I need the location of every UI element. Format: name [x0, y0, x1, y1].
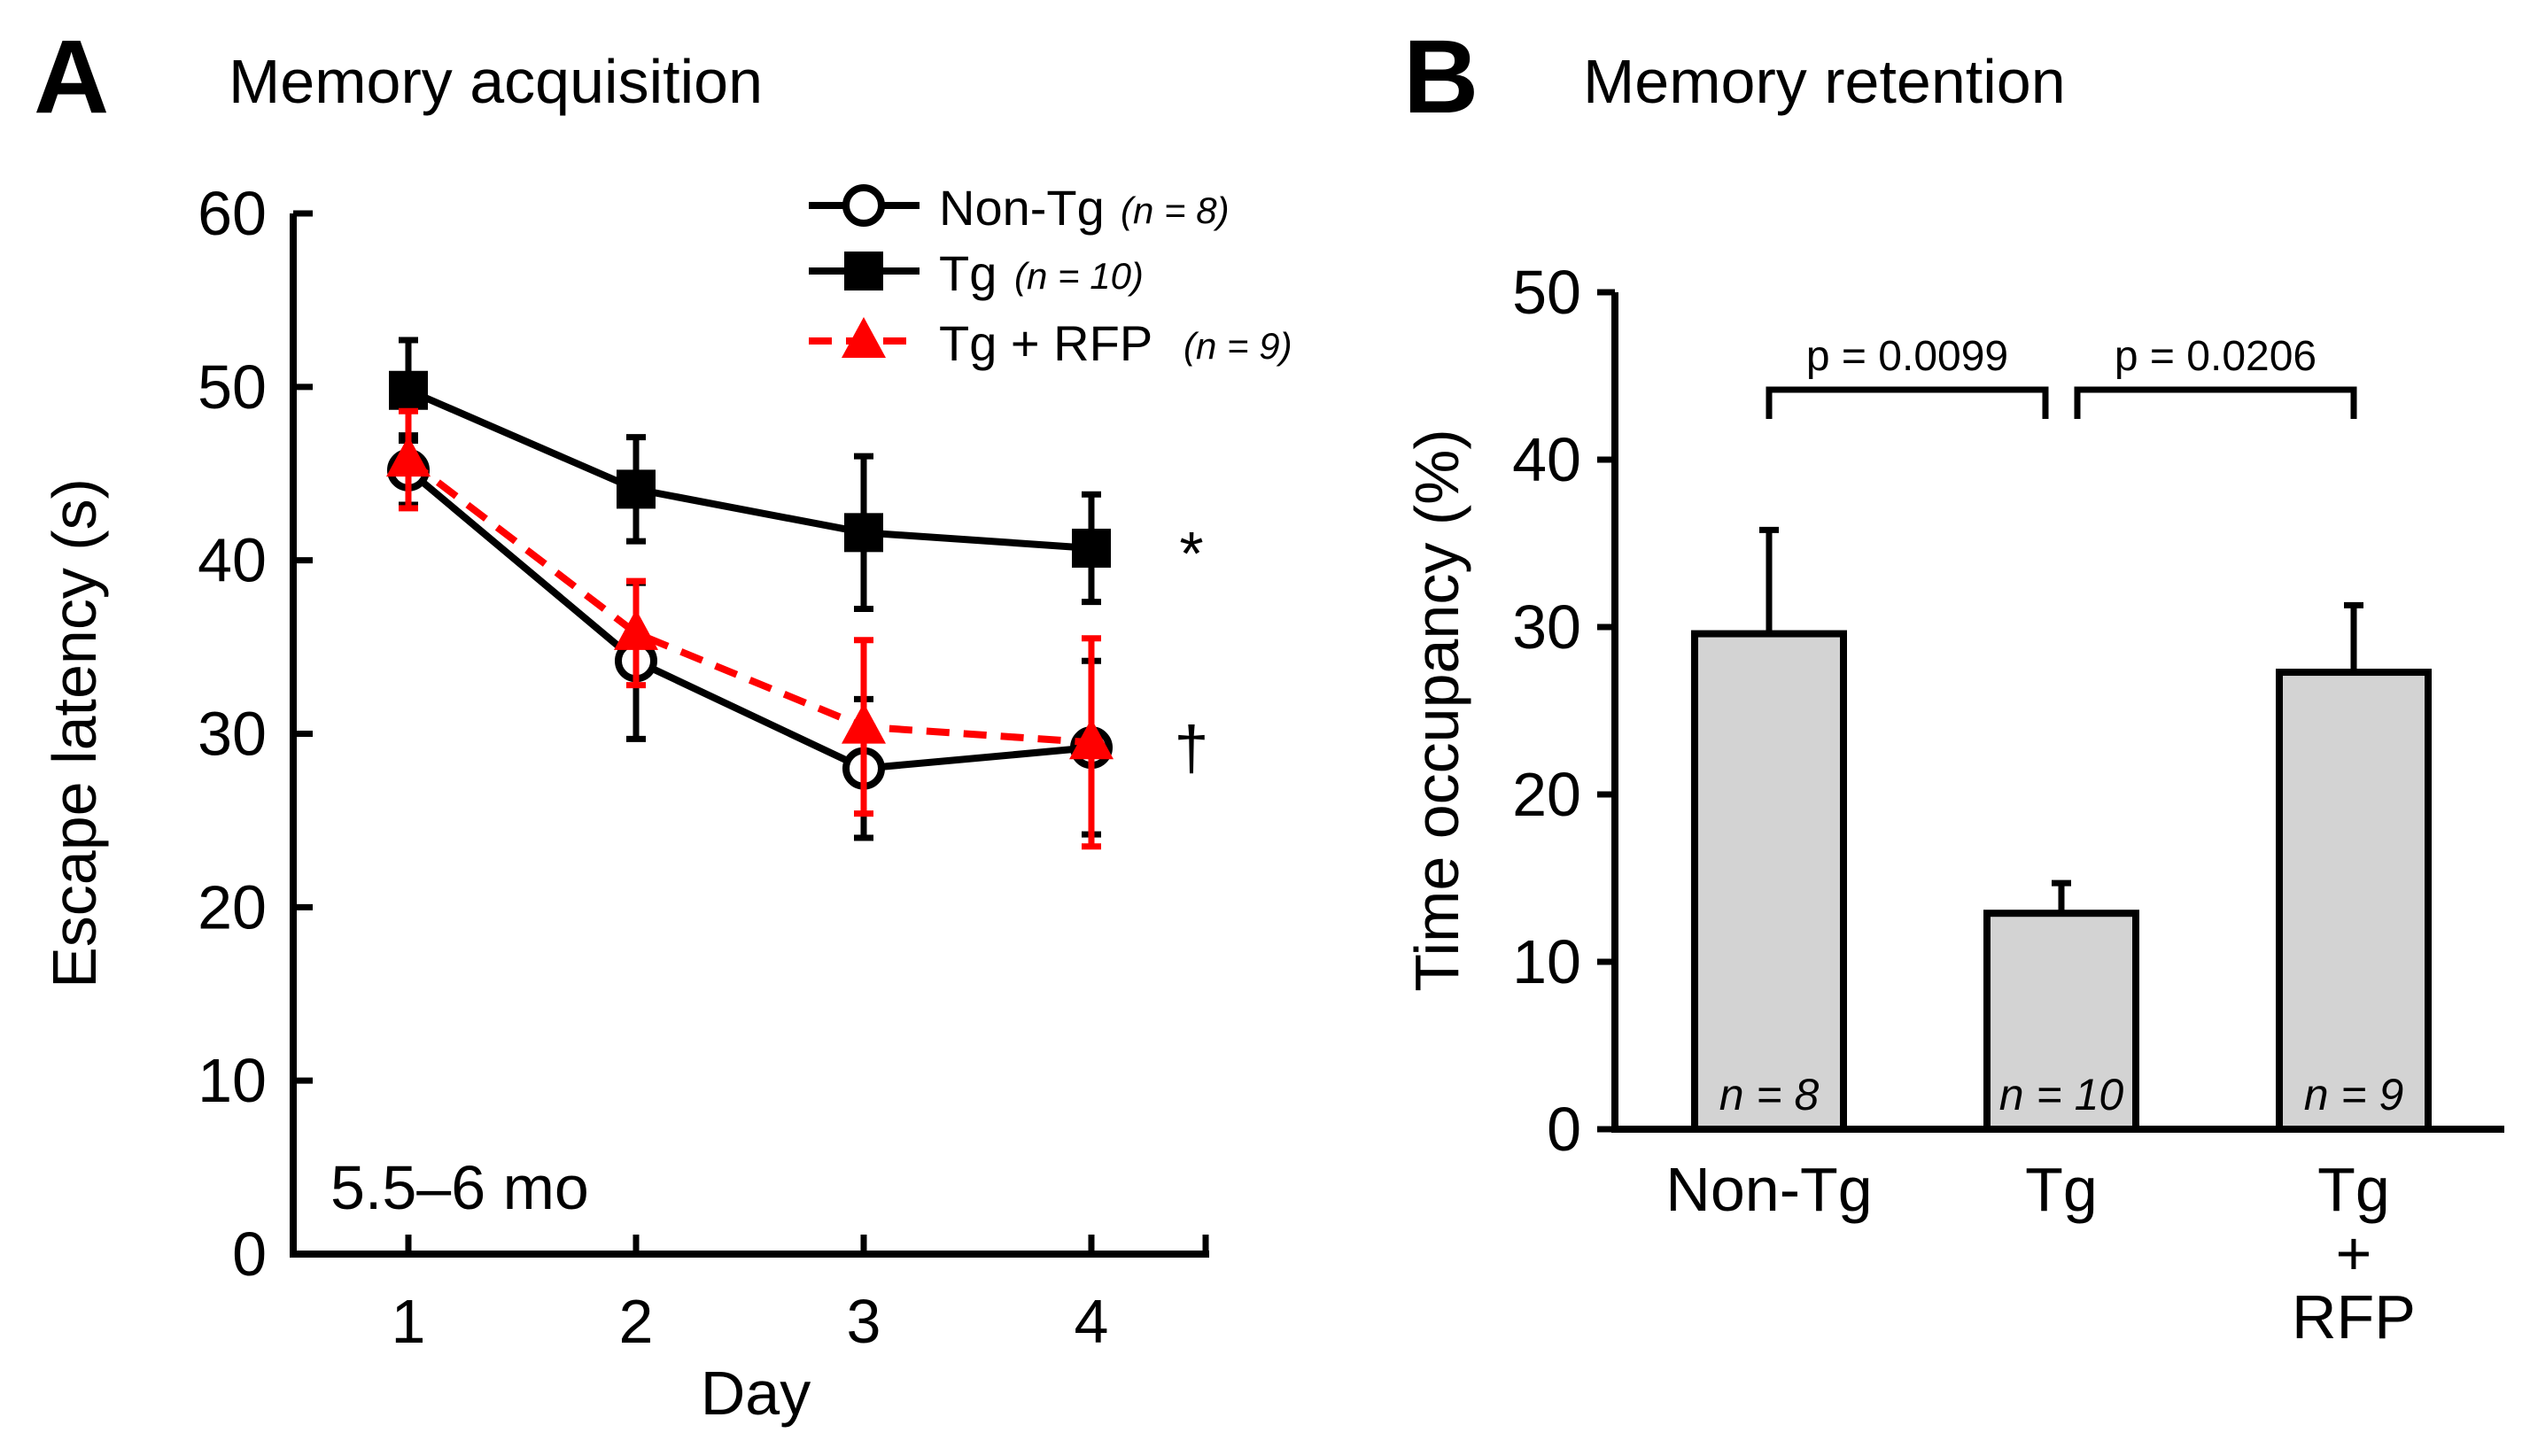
panel-a-y-tick-label: 60 — [198, 179, 267, 248]
legend-n-tg-rfp: (n = 9) — [1184, 325, 1292, 367]
comparison-p-value: p = 0.0099 — [1806, 333, 2008, 380]
category-label: Tg — [2025, 1155, 2098, 1224]
significance-mark: † — [1175, 713, 1209, 782]
data-point-tg-rfp — [614, 608, 658, 650]
legend: Non-Tg (n = 8) Tg (n = 10) Tg + RFP (n = 9) — [809, 180, 1292, 371]
significance-mark: * — [1179, 519, 1203, 588]
panel-a-y-tick-label: 0 — [232, 1220, 267, 1289]
bar-n-label: n = 9 — [2304, 1070, 2404, 1119]
panel-b-y-tick-label: 50 — [1512, 258, 1581, 327]
panel-a-x-ticks: 1 2 3 4 — [392, 1235, 1209, 1356]
data-point-tg-rfp — [842, 702, 886, 744]
bar — [2276, 669, 2432, 1133]
panel-b-y-tick-label: 20 — [1512, 760, 1581, 829]
panel-b-y-tick-label: 10 — [1512, 927, 1581, 996]
data-point-tg-rfp — [386, 436, 431, 477]
panel-a-y-tick-label: 10 — [198, 1046, 267, 1115]
panel-a-y-ticks: 0 10 20 30 40 50 60 — [198, 179, 313, 1289]
series-line-non-tg — [406, 467, 1092, 772]
category-label: Tg — [2317, 1155, 2390, 1224]
bar — [1691, 630, 1847, 1133]
legend-n-non-tg: (n = 8) — [1121, 190, 1230, 231]
panel-a-x-tick-label: 3 — [847, 1287, 881, 1356]
panel-b-comparisons: p = 0.0099 p = 0.0206 — [1766, 333, 2357, 419]
legend-label-non-tg: Non-Tg — [939, 180, 1105, 236]
category-label: Non-Tg — [1665, 1155, 1872, 1224]
data-point-tg — [617, 469, 656, 509]
panel-b-letter: B — [1403, 19, 1478, 136]
bar-n-label: n = 8 — [1719, 1070, 1820, 1119]
panel-b-y-ticks: 0 10 20 30 40 50 — [1512, 258, 1615, 1164]
panel-b-y-tick-label: 30 — [1512, 592, 1581, 662]
series-line-tg — [407, 387, 1092, 552]
panel-a-y-tick-label: 40 — [198, 526, 267, 595]
panel-a-letter: A — [34, 19, 109, 136]
legend-marker-tg — [844, 252, 883, 290]
panel-b-title: Memory retention — [1583, 47, 2066, 116]
data-point-tg — [844, 513, 883, 553]
legend-marker-non-tg — [842, 184, 885, 227]
panel-b-categories: Non-Tg Tg Tg+RFP — [1665, 1155, 2416, 1351]
legend-label-tg: Tg — [939, 245, 997, 301]
bar-n-label: n = 10 — [1999, 1070, 2124, 1119]
comparison-bracket — [2074, 386, 2357, 419]
panel-a-x-tick-label: 4 — [1075, 1287, 1109, 1356]
panel-a-title: Memory acquisition — [229, 47, 763, 116]
category-label: RFP — [2292, 1282, 2416, 1351]
panel-a-x-label: Day — [701, 1359, 811, 1428]
panel-b-y-label: Time occupancy (%) — [1402, 429, 1471, 991]
panel-b-y-tick-label: 40 — [1512, 425, 1581, 494]
panel-b-y-tick-label: 0 — [1547, 1095, 1581, 1164]
panel-a-y-tick-label: 20 — [198, 872, 267, 941]
panel-a-x-tick-label: 1 — [392, 1287, 426, 1356]
legend-n-tg: (n = 10) — [1014, 255, 1144, 297]
panel-b: B Memory retention 0 10 20 30 40 50 Time occu… — [1402, 19, 2504, 1351]
data-point-tg-rfp — [1069, 718, 1114, 760]
comparison-bracket — [1766, 386, 2049, 419]
panel-a-significance: *† — [1175, 519, 1209, 782]
data-point-tg — [389, 370, 428, 410]
panel-a-y-label: Escape latency (s) — [40, 478, 109, 988]
panel-b-bars: n = 8 n = 10 n = 9 — [1691, 526, 2432, 1133]
comparison-p-value: p = 0.0206 — [2115, 333, 2317, 380]
legend-label-tg-rfp: Tg + RFP — [939, 315, 1152, 371]
bar — [1983, 910, 2139, 1133]
category-label: + — [2336, 1219, 2372, 1288]
series-line-tg-rfp — [406, 456, 1092, 747]
data-point-tg — [1072, 528, 1111, 568]
panel-a-x-tick-label: 2 — [619, 1287, 654, 1356]
panel-a-y-tick-label: 50 — [198, 352, 267, 422]
panel-a-age-annotation: 5.5–6 mo — [330, 1153, 589, 1222]
panel-a-y-tick-label: 30 — [198, 700, 267, 769]
legend-marker-tg-rfp — [842, 317, 886, 358]
panel-a-series — [386, 337, 1114, 850]
